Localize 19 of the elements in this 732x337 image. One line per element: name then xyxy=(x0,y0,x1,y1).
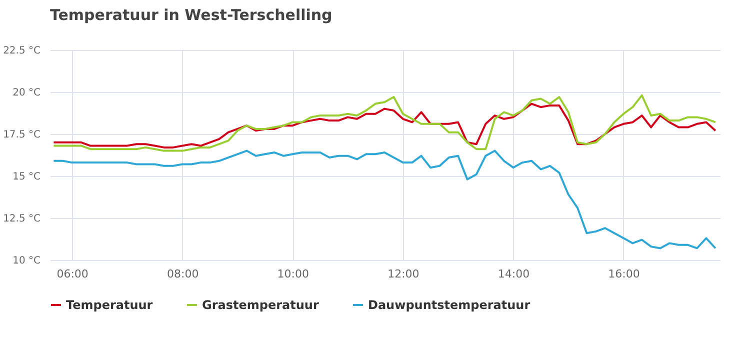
line-series xyxy=(52,150,716,250)
line-series xyxy=(52,94,716,152)
chart-title: Temperatuur in West-Terschelling xyxy=(50,6,332,24)
y-tick-label: 22.5 °C xyxy=(3,46,41,56)
x-tick-label: 08:00 xyxy=(166,268,199,280)
line-series xyxy=(52,102,716,148)
legend-label: Grastemperatuur xyxy=(202,298,319,312)
x-tick-label: 14:00 xyxy=(498,268,530,280)
x-tick-label: 16:00 xyxy=(608,268,640,280)
y-tick-label: 12.5 °C xyxy=(3,214,41,224)
y-tick-label: 20 °C xyxy=(12,88,41,98)
x-tick-label: 12:00 xyxy=(388,268,420,280)
y-tick-label: 15 °C xyxy=(12,172,41,182)
legend-label: Temperatuur xyxy=(66,298,153,312)
y-tick-label: 10 °C xyxy=(12,256,41,266)
x-tick-label: 10:00 xyxy=(277,268,309,280)
x-tick-label: 06:00 xyxy=(56,268,88,280)
y-tick-label: 17.5 °C xyxy=(3,130,41,140)
legend-label: Dauwpuntstemperatuur xyxy=(368,298,530,312)
